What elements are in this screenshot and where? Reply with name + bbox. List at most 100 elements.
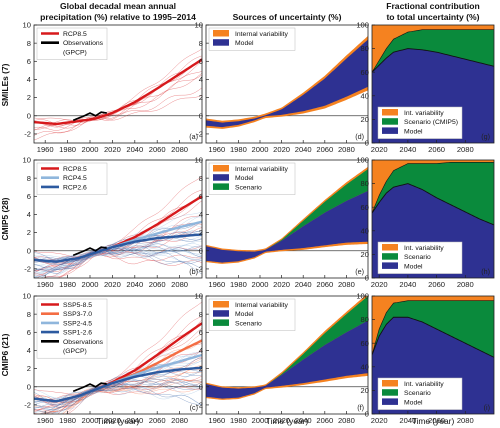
legend-swatch <box>382 262 398 269</box>
legend-swatch <box>213 183 229 190</box>
legend-label: (GPCP) <box>63 49 87 56</box>
x-tick-label: 1960 <box>208 280 225 289</box>
x-tick-label: 1980 <box>230 145 247 154</box>
model-boundary-line <box>372 48 494 73</box>
legend-entry: Scenario <box>213 319 262 327</box>
ensemble-member-line <box>34 243 202 274</box>
legend-swatch <box>213 174 229 181</box>
x-tick-label: 2040 <box>399 280 416 289</box>
y-tick-label: 8 <box>199 310 203 319</box>
ensemble-member-line <box>34 380 202 412</box>
y-tick-label: 2 <box>199 228 203 237</box>
plot-area <box>34 176 202 278</box>
x-tick-label: 1980 <box>59 416 76 425</box>
band-scenario <box>206 296 368 389</box>
x-tick-label: 2080 <box>338 145 355 154</box>
x-axis-label-col-2: Time (year) <box>266 416 309 426</box>
y-tick-label: 6 <box>27 192 31 201</box>
legend-label: Model <box>235 311 254 318</box>
x-tick-label: 2080 <box>171 145 188 154</box>
legend-entry: Observations (GPCP) <box>41 339 104 355</box>
legend-label: Internal variability <box>235 302 288 309</box>
panel-e: 1960 1980 2000 2020 2040 2060 2080-20246810(e)… <box>195 156 369 289</box>
ensemble-member-line <box>34 95 202 141</box>
x-tick-label: 2060 <box>316 416 333 425</box>
legend: Int. variability Scenario (CMIP5) Model <box>377 106 463 139</box>
y-tick-label: 60 <box>361 203 369 212</box>
x-tick-label: 2020 <box>273 416 290 425</box>
legend-label: SSP1-2.6 <box>63 330 92 337</box>
series-mean-line <box>34 233 202 263</box>
y-tick-label: 2 <box>27 93 31 102</box>
y-tick-label: 40 <box>361 226 369 235</box>
y-tick-label: 4 <box>27 75 31 84</box>
legend-swatch <box>213 30 229 37</box>
y-tick-label: 0 <box>199 382 203 391</box>
y-tick-label: 10 <box>23 156 31 165</box>
legend-label: Scenario (CMIP5) <box>404 119 458 126</box>
x-tick-label: 2060 <box>149 280 166 289</box>
ensemble-member-line <box>34 251 202 278</box>
x-tick-label: 2020 <box>371 416 388 425</box>
area-internal-variability <box>372 296 494 355</box>
legend-entry: Int. variability <box>382 244 444 252</box>
panel-label: (e) <box>355 267 364 276</box>
y-tick-label: 100 <box>356 156 369 165</box>
legend-label: Scenario <box>235 184 262 191</box>
axes-frame <box>33 295 203 415</box>
row-label-cmip5: CMIP5 (28) <box>0 197 10 240</box>
panel-label: (b) <box>189 267 198 276</box>
x-tick-label: 1960 <box>208 145 225 154</box>
panel-label: (h) <box>481 267 490 276</box>
x-tick-label: 2000 <box>82 280 99 289</box>
x-tick-label: 2060 <box>149 145 166 154</box>
col-title-3-line-2: to total uncertainty (%) <box>386 12 479 22</box>
ensemble-member-line <box>59 252 202 278</box>
axes-frame <box>205 159 369 279</box>
legend-entry: Observations (GPCP) <box>41 40 104 56</box>
legend-entry: Model <box>213 310 254 318</box>
y-tick-label: 20 <box>361 386 369 395</box>
ensemble-member-line <box>45 386 202 414</box>
x-tick-label: 2080 <box>338 416 355 425</box>
y-tick-label: 8 <box>27 39 31 48</box>
x-tick-label: 1960 <box>37 145 54 154</box>
panel-label: (f) <box>357 403 364 412</box>
legend: RCP8.5 RCP4.5 RCP2.6 <box>36 162 108 195</box>
x-tick-label: 2000 <box>252 280 269 289</box>
y-tick-label: 4 <box>199 346 203 355</box>
x-tick-label: 1960 <box>208 416 225 425</box>
legend-label: SSP3-7.0 <box>63 311 92 318</box>
row-label-cmip6: CMIP6 (21) <box>0 333 10 376</box>
legend-swatch <box>213 301 229 308</box>
legend-entry: Scenario <box>382 389 431 397</box>
legend-entry: SSP5-8.5 <box>41 302 92 309</box>
legend-label: Model <box>404 128 423 135</box>
panel-label: (c) <box>190 403 198 412</box>
band-internal-variability <box>206 35 368 129</box>
observations-line <box>72 111 107 122</box>
legend: RCP8.5 Observations (GPCP) <box>36 27 108 60</box>
legend-entry: Internal variability <box>213 301 288 309</box>
x-tick-label: 2080 <box>171 280 188 289</box>
y-tick-label: 4 <box>199 210 203 219</box>
plot-area <box>206 166 368 264</box>
x-tick-label: 1980 <box>230 416 247 425</box>
x-tick-label: 2020 <box>273 145 290 154</box>
x-tick-label: 2000 <box>252 416 269 425</box>
legend-label: Scenario <box>235 320 262 327</box>
ensemble-member-line <box>34 73 202 131</box>
scenario-boundary-line <box>372 162 494 214</box>
x-tick-label: 2020 <box>371 145 388 154</box>
axes-frame <box>205 24 369 144</box>
y-tick-label: 6 <box>27 57 31 66</box>
ensemble-member-line <box>34 370 202 404</box>
y-tick-label: 0 <box>27 246 31 255</box>
y-tick-label: -2 <box>196 130 203 139</box>
x-tick-label: 1960 <box>37 280 54 289</box>
x-tick-label: 2060 <box>428 280 445 289</box>
plot-area <box>206 296 368 400</box>
y-tick-label: 2 <box>199 93 203 102</box>
legend-entry: Model <box>382 398 423 406</box>
legend-box <box>36 298 108 359</box>
